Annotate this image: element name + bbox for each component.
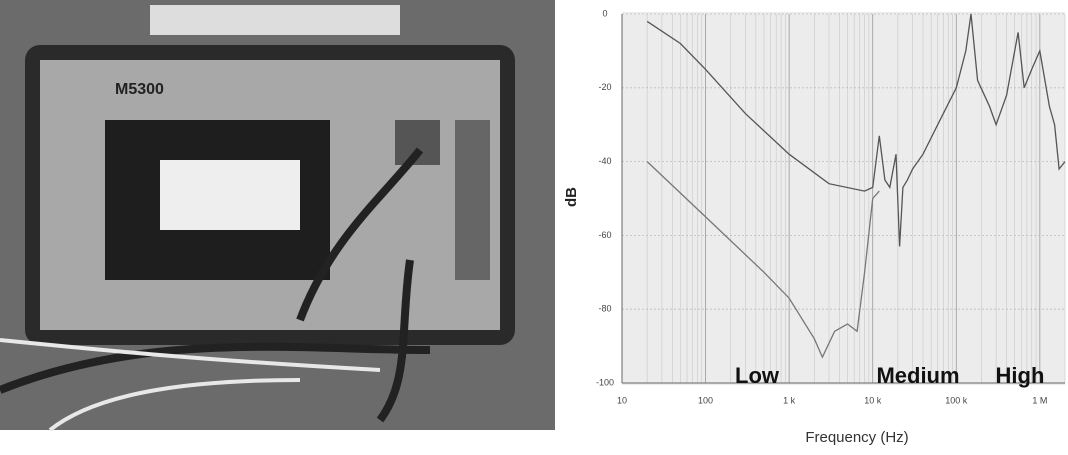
x-tick-label: 1 k bbox=[783, 395, 796, 405]
y-tick-label: -40 bbox=[598, 156, 611, 166]
series-line bbox=[646, 13, 1066, 247]
sticker bbox=[150, 5, 400, 35]
cable bbox=[0, 147, 431, 423]
photo: M5300 bbox=[0, 0, 555, 432]
annotation: Medium bbox=[876, 363, 959, 388]
x-axis-title: Frequency (Hz) bbox=[805, 429, 908, 446]
x-tick-label: 10 k bbox=[864, 395, 882, 405]
connector-panel bbox=[455, 120, 490, 280]
y-tick-label: -20 bbox=[598, 82, 611, 92]
annotation: Low bbox=[735, 363, 780, 388]
y-tick-label: -80 bbox=[598, 304, 611, 314]
series-line bbox=[646, 161, 880, 359]
cable bbox=[0, 338, 381, 432]
x-tick-label: 100 k bbox=[945, 395, 968, 405]
annotation: High bbox=[996, 363, 1045, 388]
y-tick-label: 0 bbox=[602, 8, 607, 18]
device-label: M5300 bbox=[115, 81, 164, 98]
plot-area bbox=[622, 12, 1065, 385]
x-tick-label: 1 M bbox=[1032, 395, 1047, 405]
screen-window bbox=[160, 160, 300, 230]
y-tick-label: -60 bbox=[598, 230, 611, 240]
x-tick-label: 100 bbox=[698, 395, 713, 405]
x-tick-label: 10 bbox=[617, 395, 627, 405]
y-tick-label: -100 bbox=[596, 377, 614, 387]
y-axis-title: dB bbox=[563, 187, 580, 207]
